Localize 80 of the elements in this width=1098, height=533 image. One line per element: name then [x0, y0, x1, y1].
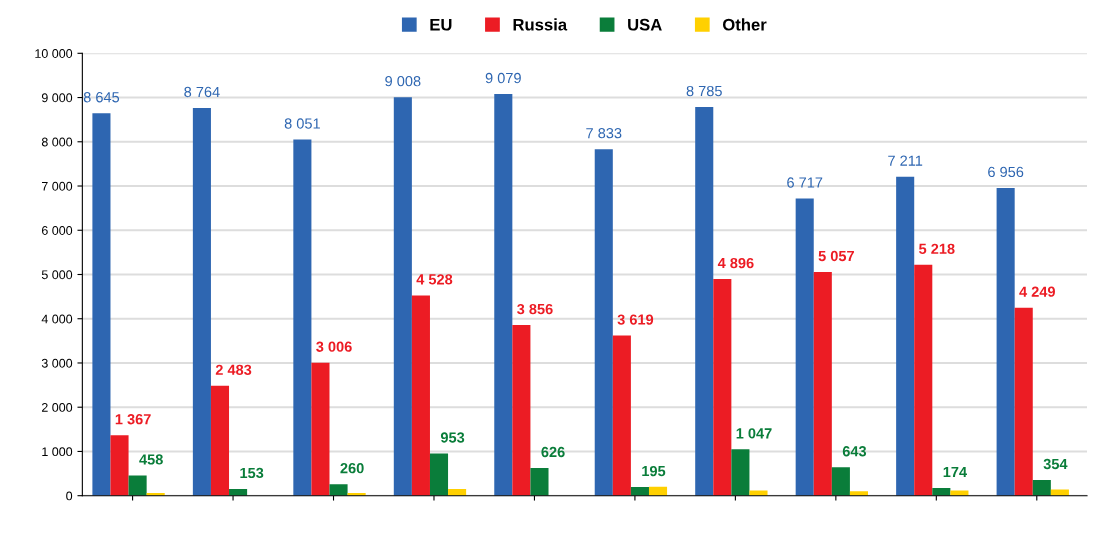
data-label: 3 619: [617, 314, 654, 325]
legend-label: EU: [430, 18, 452, 31]
data-label: 354: [1043, 458, 1068, 470]
data-label: 260: [340, 463, 364, 474]
data-label: 4 896: [717, 257, 754, 269]
bar: [494, 94, 513, 496]
bar: [695, 107, 714, 496]
bar: [914, 264, 933, 496]
bar: [831, 467, 850, 496]
bar: [530, 468, 549, 496]
bar: [648, 486, 668, 496]
data-label: 1 367: [115, 414, 151, 425]
y-tick-label: 1 000: [42, 447, 73, 457]
bar: [92, 113, 111, 496]
bar: [512, 325, 531, 496]
legend-label: Other: [722, 18, 767, 31]
bar: [192, 107, 211, 496]
data-label: 8 051: [284, 118, 320, 129]
bar: [731, 449, 750, 496]
data-label: 458: [139, 454, 163, 465]
data-label: 174: [943, 466, 967, 477]
legend-label: Russia: [513, 18, 568, 31]
y-tick-label: 4 000: [41, 314, 73, 324]
y-tick-label: 10 000: [35, 49, 73, 58]
y-tick-label: 6 000: [41, 226, 73, 235]
bar: [429, 453, 449, 496]
bar: [932, 487, 951, 496]
bar: [1014, 307, 1033, 496]
y-tick-label: 2 000: [41, 403, 73, 412]
bar: [612, 335, 631, 496]
legend-label: USA: [628, 18, 662, 31]
bar: [329, 484, 348, 496]
data-label: 4 249: [1019, 286, 1055, 297]
data-label: 9 079: [485, 72, 521, 84]
bar: [813, 271, 832, 496]
y-tick-label: 0: [66, 491, 73, 501]
bar: [594, 149, 613, 496]
data-label: 3 856: [517, 303, 553, 315]
bar: [896, 176, 915, 496]
y-tick-label: 8 000: [41, 137, 73, 147]
bar: [1050, 489, 1069, 496]
y-tick-label: 7 000: [41, 181, 73, 191]
bar: [311, 362, 330, 496]
data-label: 153: [240, 467, 264, 479]
data-label: 195: [642, 465, 666, 477]
data-label: 6 956: [988, 166, 1024, 178]
y-tick-label: 9 000: [41, 93, 73, 103]
data-label: 8 645: [83, 92, 120, 103]
bar: [795, 198, 814, 496]
bar: [110, 435, 129, 496]
bar: [293, 139, 312, 496]
data-label: 8 764: [184, 86, 220, 98]
data-label: 626: [541, 446, 565, 458]
data-label: 4 528: [416, 274, 453, 285]
data-label: 5 057: [818, 250, 854, 262]
bar: [393, 97, 412, 496]
data-label: 7 211: [888, 155, 923, 166]
bar: [849, 491, 868, 496]
bar: [950, 490, 969, 496]
bar: [210, 385, 230, 496]
data-label: 953: [440, 432, 465, 443]
y-tick-label: 5 000: [41, 270, 73, 280]
bar: [128, 475, 147, 496]
bar: [713, 279, 732, 496]
data-label: 643: [842, 446, 867, 457]
data-label: 1 047: [736, 428, 772, 439]
data-label: 6 717: [787, 177, 823, 188]
y-tick-label: 3 000: [41, 358, 73, 368]
data-label: 7 833: [586, 127, 622, 139]
bar: [630, 487, 649, 496]
data-label: 2 483: [215, 364, 252, 376]
bar: [448, 489, 467, 496]
data-label: 3 006: [316, 341, 352, 352]
bar: [996, 187, 1015, 496]
data-label: 8 785: [686, 85, 722, 97]
data-label: 9 008: [385, 76, 421, 87]
data-label: 5 218: [919, 243, 955, 255]
bar: [1032, 480, 1051, 496]
bar: [749, 490, 768, 496]
bar: [411, 295, 430, 496]
